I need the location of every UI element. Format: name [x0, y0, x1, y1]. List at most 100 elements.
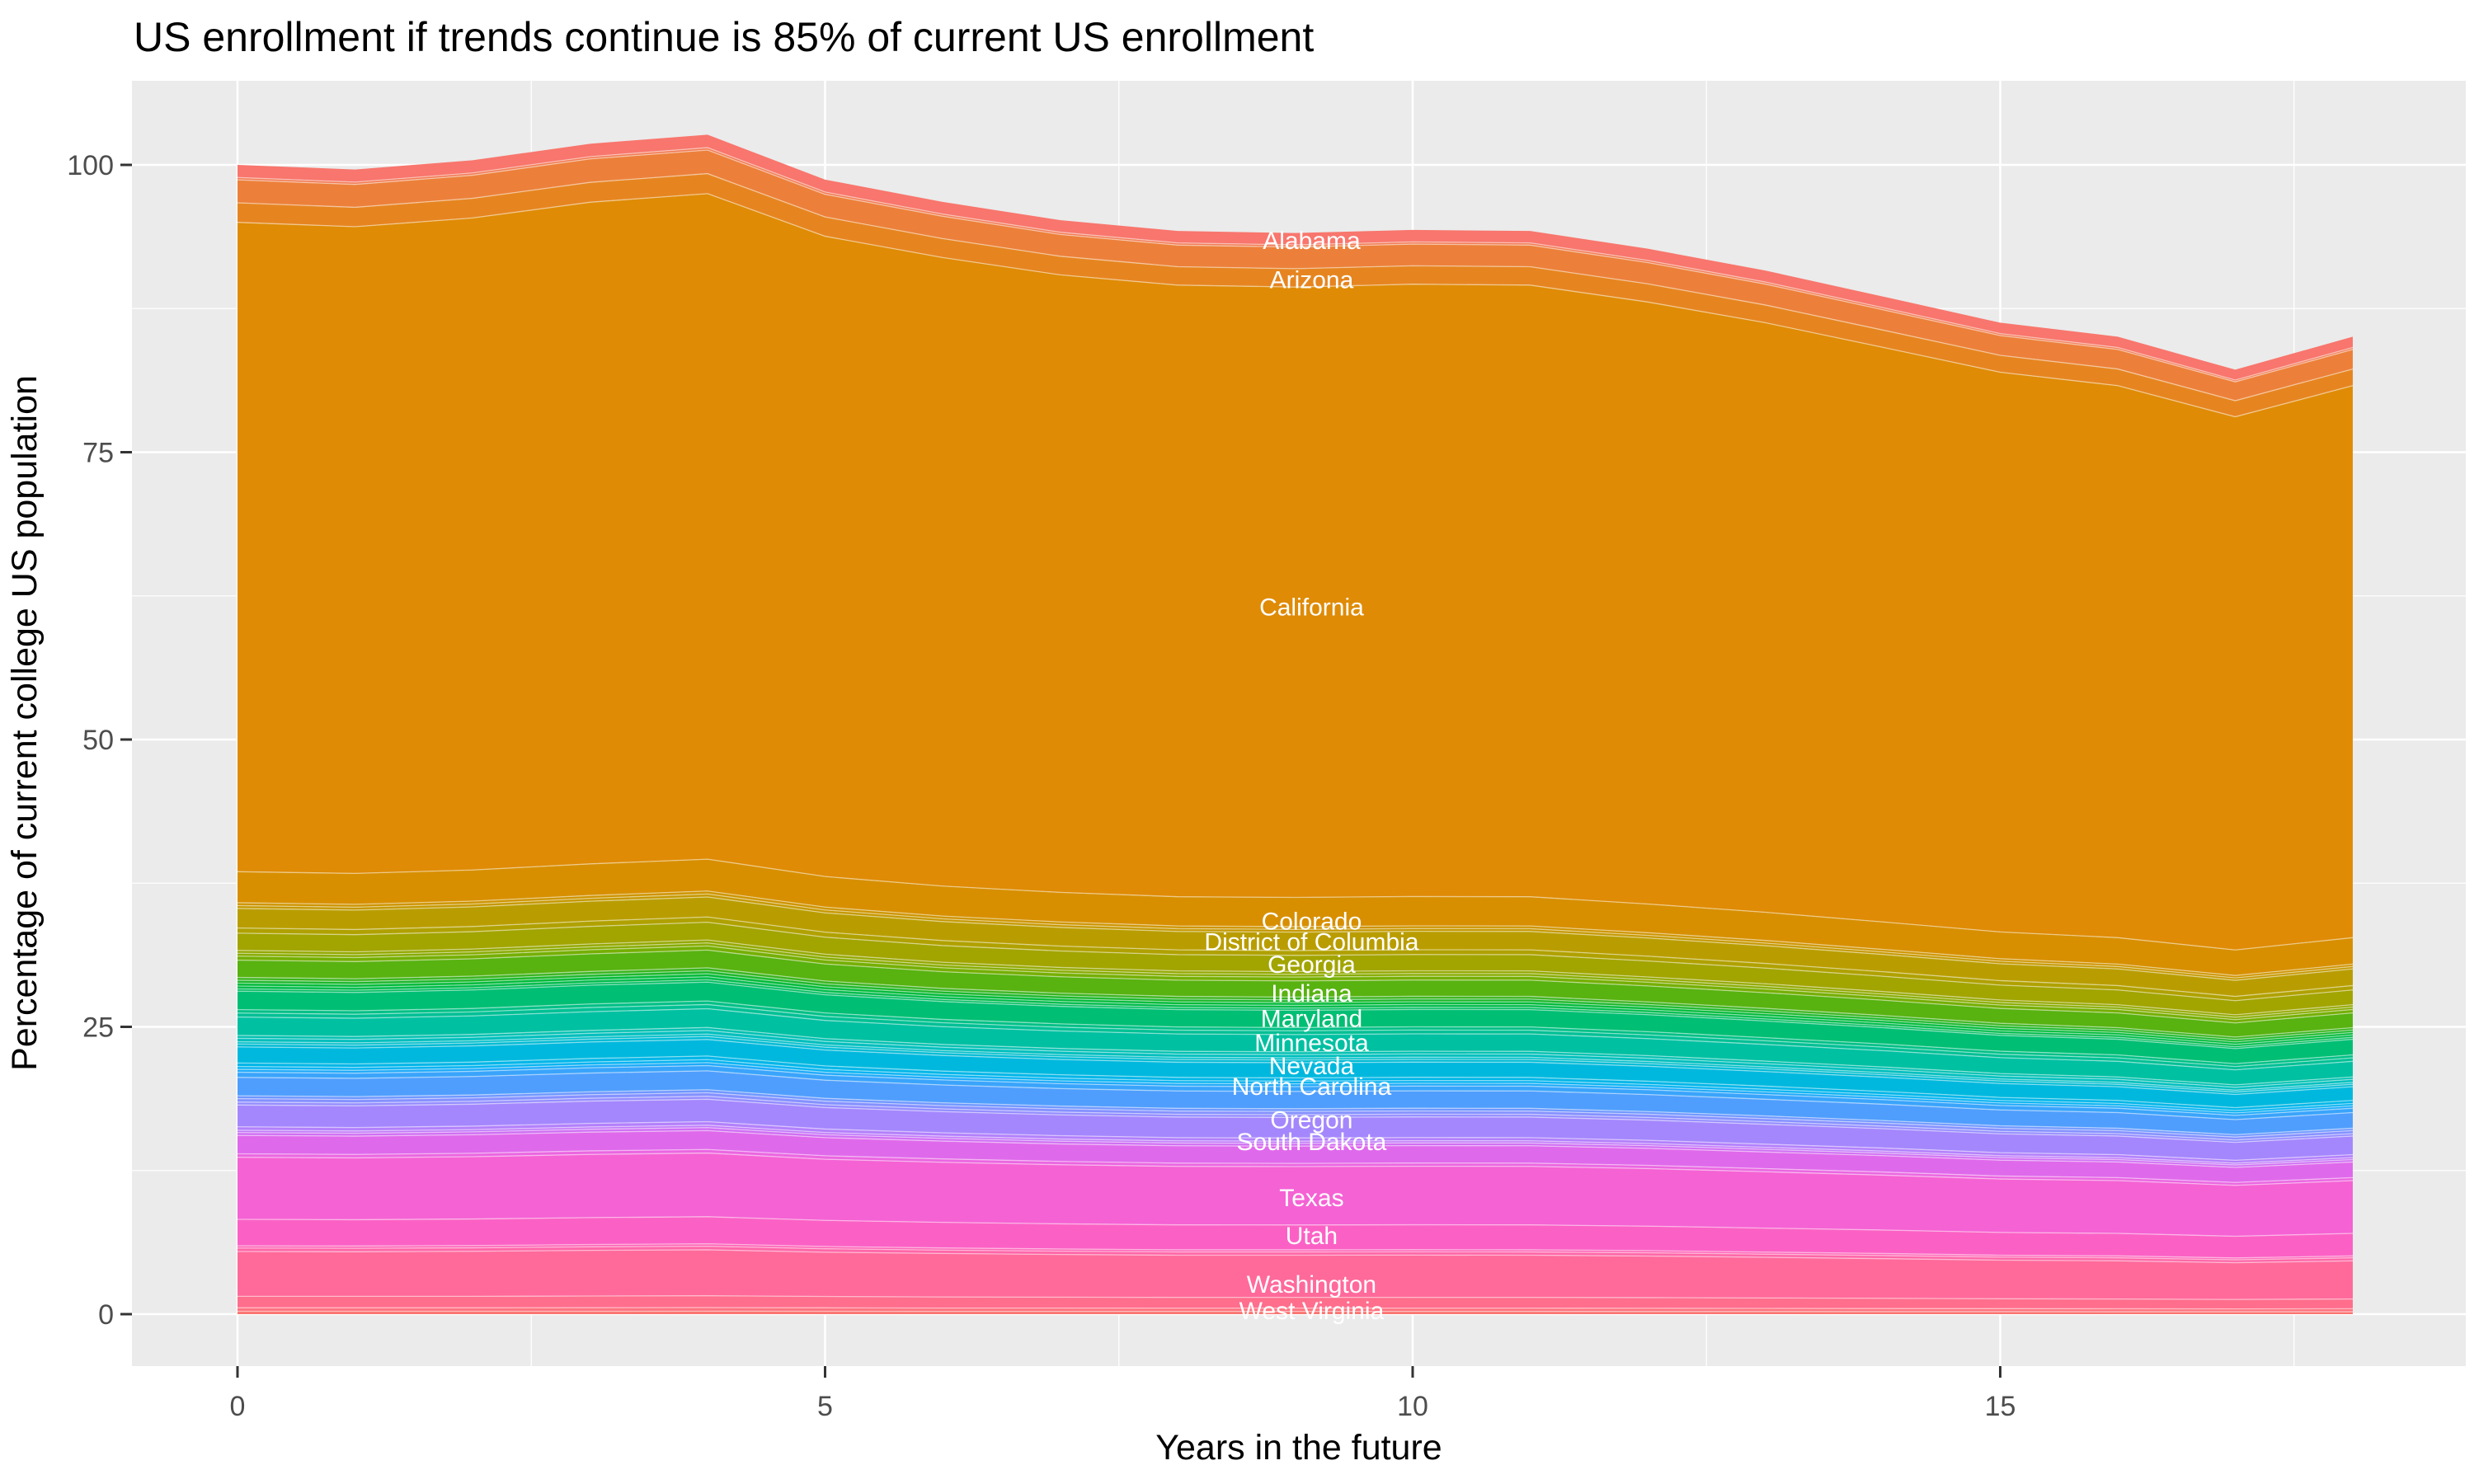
y-tick-label-75: 75: [82, 438, 114, 469]
state-label-utah: Utah: [1286, 1223, 1338, 1250]
area-california: [238, 193, 2353, 951]
separator-above-delaware: [237, 893, 2354, 979]
x-tick-label-5: 5: [817, 1391, 833, 1422]
separator-above-hawaii: [237, 939, 2354, 1016]
separator-above-south-carolina: [237, 1127, 2354, 1166]
area-oregon: [238, 1099, 2353, 1161]
area-georgia: [238, 922, 2353, 1015]
separator-above-new-hampshire: [237, 1055, 2354, 1109]
area-west-virginia: [238, 1295, 2353, 1309]
state-label-west-virginia: West Virginia: [1239, 1298, 1385, 1325]
area-washington: [238, 1249, 2353, 1300]
separator-above-washington: [237, 1249, 2354, 1264]
separator-above-kentucky: [237, 973, 2354, 1043]
separator-above-rhode-island: [237, 1125, 2354, 1164]
separator-above-kansas: [237, 970, 2354, 1040]
separator-above-oregon: [237, 1098, 2354, 1144]
separator-above-tennessee: [237, 1148, 2354, 1183]
area-district-of-columbia: [238, 896, 2353, 997]
separator-above-michigan: [237, 1003, 2354, 1068]
separator-above-arizona: [237, 149, 2354, 383]
separator-above-illinois: [237, 945, 2354, 1021]
separator-above-new-mexico: [237, 1062, 2354, 1114]
separator-above-west-virginia: [238, 1295, 2354, 1300]
state-label-indiana: Indiana: [1271, 980, 1352, 1007]
separator-above-north-dakota: [237, 1089, 2354, 1135]
area-south-dakota: [238, 1130, 2353, 1183]
band-separators: [237, 147, 2354, 1313]
separator-above-idaho: [237, 942, 2354, 1018]
area-maryland: [238, 982, 2353, 1064]
state-label-minnesota: Minnesota: [1254, 1030, 1369, 1057]
y-tick-label-50: 50: [82, 725, 114, 756]
state-label-district-of-columbia: District of Columbia: [1204, 928, 1418, 956]
state-label-south-dakota: South Dakota: [1237, 1129, 1387, 1156]
area-bands: [238, 134, 2353, 1314]
area-virginia: [238, 1246, 2353, 1263]
area-colorado: [238, 859, 2353, 976]
state-label-oregon: Oregon: [1270, 1106, 1352, 1134]
x-axis-title: Years in the future: [1155, 1428, 1442, 1468]
y-tick-label-25: 25: [82, 1012, 114, 1044]
separator-above-district-of-columbia: [237, 896, 2354, 981]
separator-above-arkansas: [237, 172, 2354, 402]
separator-above-wyoming: [238, 1310, 2353, 1313]
area-north-carolina: [238, 1070, 2353, 1135]
separator-above-north-carolina: [237, 1070, 2354, 1120]
state-label-colorado: Colorado: [1262, 908, 1362, 935]
separator-above-missouri: [237, 1030, 2354, 1088]
area-utah: [238, 1216, 2353, 1258]
separator-above-south-dakota: [237, 1129, 2354, 1168]
separator-above-new-york: [237, 1064, 2354, 1116]
separator-above-virginia: [237, 1245, 2354, 1261]
y-axis-title: Percentage of current college US populat…: [5, 375, 45, 1071]
separator-above-oklahoma: [237, 1096, 2354, 1141]
separator-above-louisiana: [237, 976, 2354, 1045]
separator-above-pennsylvania: [237, 1120, 2354, 1161]
state-label-texas: Texas: [1279, 1185, 1343, 1212]
separator-above-minnesota: [237, 1007, 2354, 1071]
separator-above-new-jersey: [237, 1059, 2354, 1111]
separator-above-mississippi: [237, 1026, 2354, 1086]
state-label-arizona: Arizona: [1270, 266, 1354, 294]
state-label-washington: Washington: [1247, 1271, 1376, 1298]
separator-above-ohio: [237, 1092, 2354, 1138]
area-nevada: [238, 1039, 2353, 1108]
y-tick-label-100: 100: [67, 150, 114, 181]
separator-above-wisconsin: [238, 1307, 2354, 1310]
separator-above-nevada: [237, 1039, 2354, 1096]
state-label-california: California: [1259, 594, 1364, 622]
separator-above-maryland: [237, 981, 2354, 1050]
axis-ticks: [120, 163, 2001, 1378]
state-labels: Alabama Arizona California ColoradoDistrict…: [1204, 228, 1418, 1325]
separator-above-indiana: [237, 949, 2354, 1024]
area-indiana: [238, 950, 2353, 1037]
separator-above-maine: [237, 979, 2354, 1048]
separator-above-florida: [237, 916, 2354, 998]
separator-above-nebraska: [237, 1036, 2354, 1093]
area-minnesota: [238, 1008, 2353, 1085]
separator-above-connecticut: [237, 890, 2354, 976]
separator-above-montana: [237, 1033, 2354, 1091]
x-tick-label-15: 15: [1985, 1391, 2016, 1422]
separator-above-alaska: [237, 147, 2354, 381]
state-label-maryland: Maryland: [1261, 1006, 1362, 1033]
state-label-north-carolina: North Carolina: [1232, 1073, 1392, 1101]
separator-above-utah: [237, 1216, 2354, 1237]
x-tick-label-0: 0: [230, 1391, 246, 1422]
separator-above-vermont: [237, 1243, 2354, 1259]
chart-title: US enrollment if trends continue is 85% …: [134, 14, 1314, 60]
state-label-alabama: Alabama: [1263, 228, 1361, 255]
state-label-nevada: Nevada: [1269, 1053, 1355, 1080]
state-label-georgia: Georgia: [1268, 951, 1356, 979]
separator-above-georgia: [237, 921, 2354, 1002]
separator-above-texas: [237, 1152, 2354, 1186]
separator-above-iowa: [237, 967, 2354, 1038]
tick-labels: 0 5 10 15 0 25 50 75 100: [67, 150, 2015, 1422]
x-tick-label-10: 10: [1397, 1391, 1428, 1422]
separator-above-massachusetts: [237, 1000, 2354, 1064]
separator-above-colorado: [237, 858, 2354, 951]
y-tick-label-0: 0: [98, 1299, 114, 1331]
